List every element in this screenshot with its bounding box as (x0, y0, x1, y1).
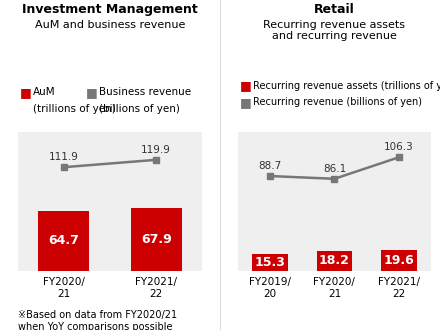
Text: FY2020/
21: FY2020/ 21 (43, 277, 85, 299)
Text: ■: ■ (240, 79, 252, 92)
Text: ■: ■ (20, 86, 32, 99)
Text: Investment Management: Investment Management (22, 3, 198, 16)
Text: Business revenue: Business revenue (99, 87, 191, 97)
Text: 15.3: 15.3 (254, 256, 285, 269)
Bar (381, 250, 417, 271)
Text: 19.6: 19.6 (384, 254, 414, 267)
Bar (38, 211, 89, 271)
Text: 111.9: 111.9 (49, 152, 79, 162)
Text: Recurring revenue assets (trillions of yen): Recurring revenue assets (trillions of y… (253, 81, 440, 91)
Text: ■: ■ (86, 86, 98, 99)
Text: 106.3: 106.3 (384, 143, 414, 152)
Text: Recurring revenue (billions of yen): Recurring revenue (billions of yen) (253, 97, 422, 107)
Text: AuM: AuM (33, 87, 55, 97)
Text: 18.2: 18.2 (319, 254, 350, 267)
Text: (billions of yen): (billions of yen) (99, 104, 180, 114)
Text: 86.1: 86.1 (323, 164, 346, 174)
Bar (317, 251, 352, 271)
Bar (252, 254, 288, 271)
Text: AuM and business revenue: AuM and business revenue (35, 20, 185, 30)
Text: Recurring revenue assets
and recurring revenue: Recurring revenue assets and recurring r… (264, 20, 405, 41)
Text: Retail: Retail (314, 3, 355, 16)
Text: ■: ■ (240, 96, 252, 109)
Bar (131, 208, 182, 271)
Text: (trillions of yen): (trillions of yen) (33, 104, 116, 114)
Text: 119.9: 119.9 (141, 145, 171, 155)
Text: FY2019/
20: FY2019/ 20 (249, 277, 291, 299)
Text: 67.9: 67.9 (141, 233, 172, 246)
Text: ※Based on data from FY2020/21
when YoY comparisons possible: ※Based on data from FY2020/21 when YoY c… (18, 310, 177, 330)
Text: FY2020/
21: FY2020/ 21 (313, 277, 356, 299)
Text: 64.7: 64.7 (48, 234, 79, 247)
Text: FY2021/
22: FY2021/ 22 (378, 277, 420, 299)
Text: 88.7: 88.7 (258, 161, 282, 171)
Text: FY2021/
22: FY2021/ 22 (135, 277, 177, 299)
